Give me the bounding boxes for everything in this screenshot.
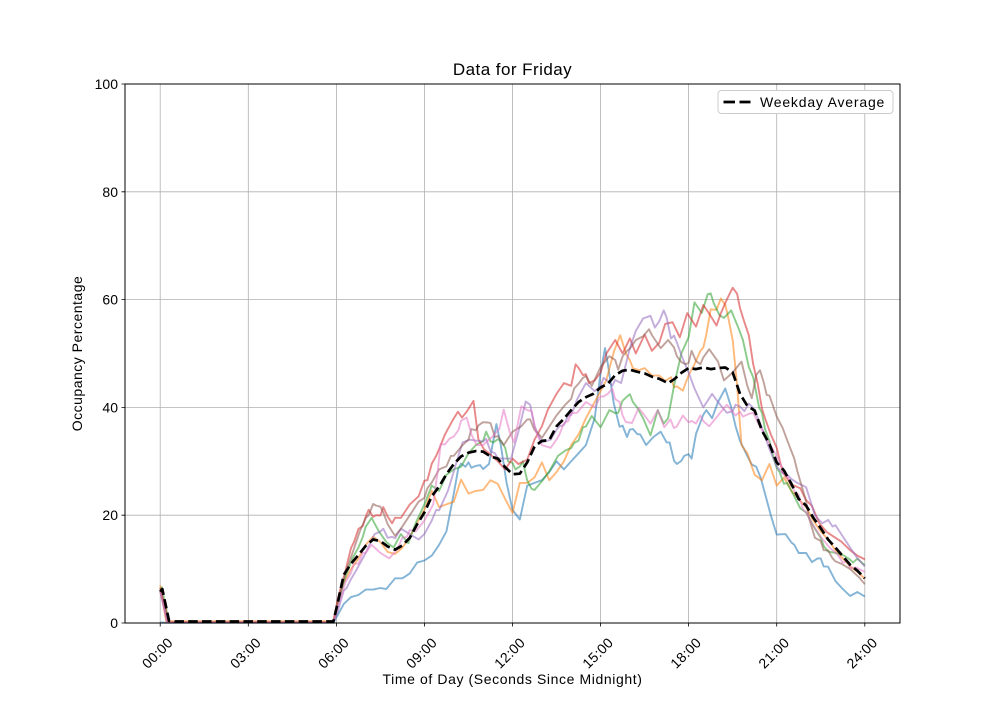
svg-text:80: 80: [102, 184, 118, 200]
svg-text:20: 20: [102, 507, 118, 523]
svg-text:Weekday Average: Weekday Average: [760, 94, 885, 110]
svg-text:Occupancy Percentage: Occupancy Percentage: [69, 276, 85, 432]
svg-text:60: 60: [102, 292, 118, 308]
svg-text:0: 0: [110, 615, 118, 631]
svg-text:40: 40: [102, 399, 118, 415]
svg-text:100: 100: [95, 76, 119, 92]
svg-text:Data for Friday: Data for Friday: [453, 60, 572, 79]
svg-text:Time of Day (Seconds Since Mid: Time of Day (Seconds Since Midnight): [383, 671, 643, 687]
